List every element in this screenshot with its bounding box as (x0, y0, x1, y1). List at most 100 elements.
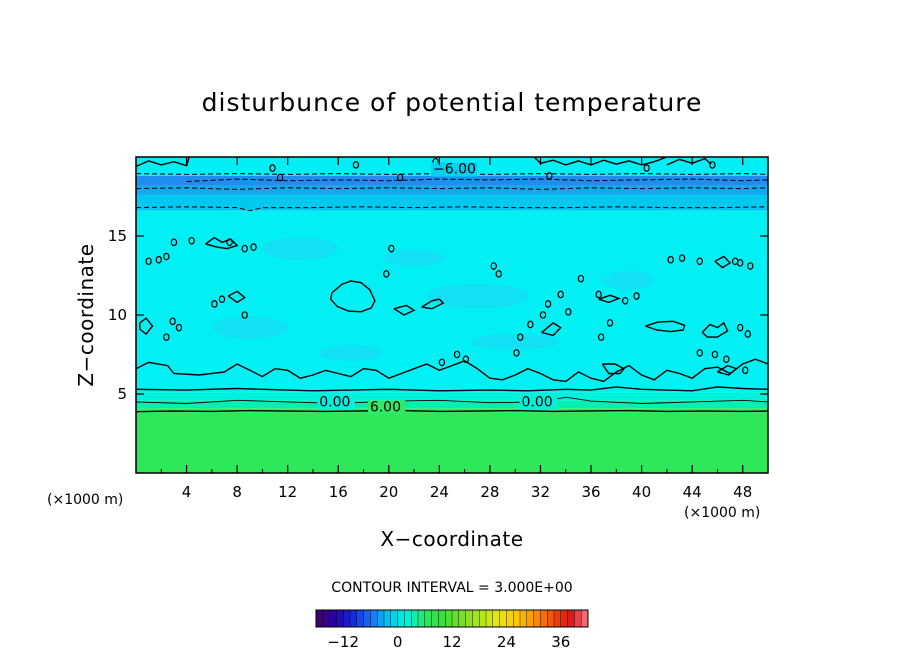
contour-blob-32 (527, 320, 534, 329)
contour-line-24 (717, 364, 738, 376)
contour-blob-22 (211, 300, 218, 308)
colorbar-segment-6 (356, 609, 364, 628)
colorbar-segment-38 (574, 609, 582, 628)
contour-label-2: 0.00 (319, 395, 350, 411)
contour-label-bg-0 (367, 400, 406, 415)
colorbar-segment-13 (404, 609, 412, 628)
contour-interval-text: CONTOUR INTERVAL = 3.000E+00 (331, 580, 572, 596)
contour-blob-14 (633, 292, 640, 300)
colorbar-segment-9 (377, 609, 385, 628)
contour-blob-11 (495, 270, 502, 278)
contour-line-4 (135, 358, 769, 383)
contour-blob-24 (241, 311, 248, 319)
temperature-field (136, 157, 768, 473)
colorbar-segment-37 (567, 609, 575, 628)
contour-blob-40 (696, 349, 703, 357)
contour-blob-38 (453, 350, 461, 359)
x-tick-label-10: 44 (683, 483, 702, 501)
y-axis-ticks: 5 10 15 (108, 227, 768, 403)
contour-blob-34 (606, 319, 614, 327)
contour-blob-29 (557, 290, 564, 299)
contour-blob-18 (696, 257, 703, 266)
contour-blob-6 (145, 257, 152, 266)
y-tick-label-0: 5 (117, 385, 127, 403)
contour-blob-9 (383, 270, 390, 278)
field-layer-5 (136, 194, 768, 211)
x-unit-label-right: (×1000 m) (684, 505, 760, 521)
contour-line-22 (227, 290, 246, 304)
contour-blob-2 (226, 238, 233, 247)
colorbar-segment-35 (553, 609, 562, 628)
x-tick-label-6: 28 (480, 483, 499, 501)
field-patch-1 (382, 250, 446, 267)
y-axis-label: Z−coordinate (74, 243, 98, 386)
colorbar-segment-33 (540, 609, 548, 628)
colorbar-segment-29 (513, 609, 521, 628)
x-axis-ticks: 4 8 12 16 20 24 28 32 36 40 44 48 (160, 157, 752, 501)
contour-line-23 (601, 363, 625, 375)
colorbar-segment-7 (363, 609, 371, 628)
contour-blob-23 (218, 295, 226, 304)
contour-line-21 (714, 255, 732, 269)
contour-blob-8 (388, 244, 395, 253)
contour-line-5 (135, 206, 769, 212)
contour-line-7 (186, 178, 769, 182)
contour-blob-28 (544, 300, 552, 308)
contour-blob-48 (276, 173, 284, 182)
contour-label-8: −6.00 (433, 162, 476, 178)
chart-title: disturbunce of potential temperature (202, 88, 703, 117)
x-tick-label-1: 8 (232, 483, 242, 501)
contour-blob-7 (155, 255, 162, 264)
contour-blob-33 (517, 333, 524, 341)
contour-blob-26 (175, 323, 183, 332)
contour-blob-44 (736, 323, 744, 332)
contour-blob-47 (269, 164, 276, 172)
contour-blob-17 (678, 254, 686, 262)
contour-label-bg-3 (519, 395, 558, 410)
colorbar-segment-18 (438, 609, 446, 628)
field-patch-4 (211, 316, 288, 339)
contour-line-1 (135, 396, 769, 404)
field-patch-3 (603, 270, 655, 290)
field-patch-2 (426, 283, 528, 309)
contour-line-2 (135, 386, 769, 392)
colorbar-segment-19 (445, 609, 453, 628)
x-axis-label: X−coordinate (380, 527, 523, 551)
contour-line-16 (598, 294, 621, 304)
colorbar-segment-27 (499, 609, 507, 628)
colorbar (315, 609, 589, 628)
x-unit-label-left: (×1000 m) (47, 492, 123, 508)
colorbar-segment-5 (349, 609, 358, 628)
colorbar-segment-24 (479, 609, 487, 628)
contour-label-3: 0.00 (522, 395, 553, 411)
contour-blob-45 (744, 330, 751, 338)
contour-blob-16 (667, 255, 674, 264)
contour-line-6 (135, 187, 769, 190)
contour-line-19 (139, 317, 154, 335)
contour-blob-1 (188, 236, 195, 245)
contour-blob-51 (546, 172, 553, 180)
contour-line-15 (645, 320, 686, 333)
colorbar-segment-30 (519, 609, 528, 628)
contour-blob-13 (595, 290, 602, 299)
contour-blob-0 (170, 238, 178, 247)
contour-labels: 6.00 0.00 0.00 −6.00 (317, 162, 558, 415)
contour-line-10 (533, 156, 668, 166)
contour-line-20 (541, 322, 562, 337)
contour-blob-12 (577, 274, 585, 283)
field-patch-5 (470, 333, 560, 350)
colorbar-segment-32 (533, 609, 541, 628)
contour-label-bg-8 (431, 162, 478, 177)
colorbar-segment-21 (458, 609, 466, 628)
colorbar-segment-3 (336, 609, 344, 628)
contour-blob-37 (438, 358, 446, 367)
contour-blob-52 (396, 173, 404, 182)
colorbar-segment-39 (581, 609, 589, 628)
colorbar-frame (315, 609, 589, 628)
contour-blob-27 (163, 333, 170, 341)
colorbar-segment-15 (417, 609, 426, 628)
contour-blob-42 (723, 355, 730, 364)
contour-blob-36 (513, 349, 520, 357)
y-tick-label-1: 10 (108, 306, 127, 324)
colorbar-segment-1 (322, 609, 330, 628)
